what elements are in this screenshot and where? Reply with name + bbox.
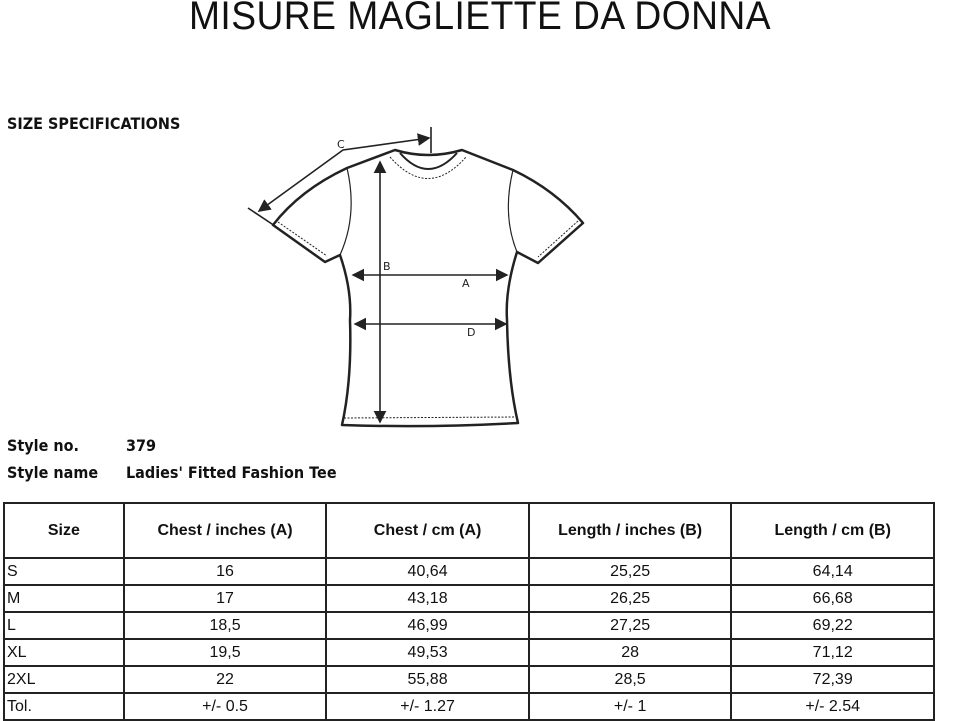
- size-cell: XL: [3, 638, 125, 667]
- table-row: Tol. +/- 0.5 +/- 1.27 +/- 1 +/- 2.54: [3, 692, 935, 721]
- value-cell: 16: [122, 557, 328, 586]
- value-cell: 28: [527, 638, 733, 667]
- value-cell: 18,5: [122, 611, 328, 640]
- value-cell: +/- 1: [527, 692, 733, 721]
- value-cell: 64,14: [730, 557, 935, 586]
- label-c: C: [337, 138, 345, 151]
- style-name-value: Ladies' Fitted Fashion Tee: [126, 463, 337, 482]
- value-cell: 43,18: [325, 584, 530, 613]
- value-cell: 72,39: [730, 665, 935, 694]
- column-header: Chest / cm (A): [325, 502, 530, 559]
- value-cell: 25,25: [527, 557, 733, 586]
- measure-c-arrow: [257, 133, 431, 212]
- style-number-value: 379: [126, 436, 157, 455]
- style-name-label: Style name: [7, 463, 99, 482]
- value-cell: 28,5: [527, 665, 733, 694]
- section-heading: SIZE SPECIFICATIONS: [7, 114, 181, 133]
- size-cell: S: [3, 557, 125, 586]
- value-cell: 66,68: [730, 584, 935, 613]
- value-cell: 40,64: [325, 557, 530, 586]
- column-header: Length / cm (B): [730, 502, 935, 559]
- value-cell: 19,5: [122, 638, 328, 667]
- table-row: 2XL 22 55,88 28,5 72,39: [3, 665, 935, 694]
- value-cell: 46,99: [325, 611, 530, 640]
- table-row: M 17 43,18 26,25 66,68: [3, 584, 935, 613]
- size-cell: M: [3, 584, 125, 613]
- tshirt-outline: [271, 148, 585, 428]
- label-a: A: [462, 277, 470, 290]
- value-cell: 27,25: [527, 611, 733, 640]
- table-row: L 18,5 46,99 27,25 69,22: [3, 611, 935, 640]
- column-header: Chest / inches (A): [122, 502, 328, 559]
- value-cell: 26,25: [527, 584, 733, 613]
- size-cell: L: [3, 611, 125, 640]
- value-cell: 55,88: [325, 665, 530, 694]
- page-title: MISURE MAGLIETTE DA DONNA: [188, 0, 772, 38]
- value-cell: +/- 0.5: [122, 692, 328, 721]
- column-header: Size: [3, 502, 125, 559]
- table-header-row: Size Chest / inches (A) Chest / cm (A) Leng…: [3, 502, 935, 559]
- value-cell: 71,12: [730, 638, 935, 667]
- value-cell: 69,22: [730, 611, 935, 640]
- size-cell: 2XL: [3, 665, 125, 694]
- value-cell: 22: [122, 665, 328, 694]
- value-cell: 49,53: [325, 638, 530, 667]
- value-cell: 17: [122, 584, 328, 613]
- value-cell: +/- 2.54: [730, 692, 935, 721]
- label-b: B: [383, 260, 391, 273]
- table-row: XL 19,5 49,53 28 71,12: [3, 638, 935, 667]
- size-table: Size Chest / inches (A) Chest / cm (A) Leng…: [3, 502, 935, 721]
- value-cell: +/- 1.27: [325, 692, 530, 721]
- tshirt-diagram: C B A D: [247, 127, 585, 428]
- size-cell: Tol.: [3, 692, 125, 721]
- table-row: S 16 40,64 25,25 64,14: [3, 557, 935, 586]
- label-d: D: [467, 326, 475, 339]
- column-header: Length / inches (B): [527, 502, 733, 559]
- style-number-label: Style no.: [7, 436, 79, 455]
